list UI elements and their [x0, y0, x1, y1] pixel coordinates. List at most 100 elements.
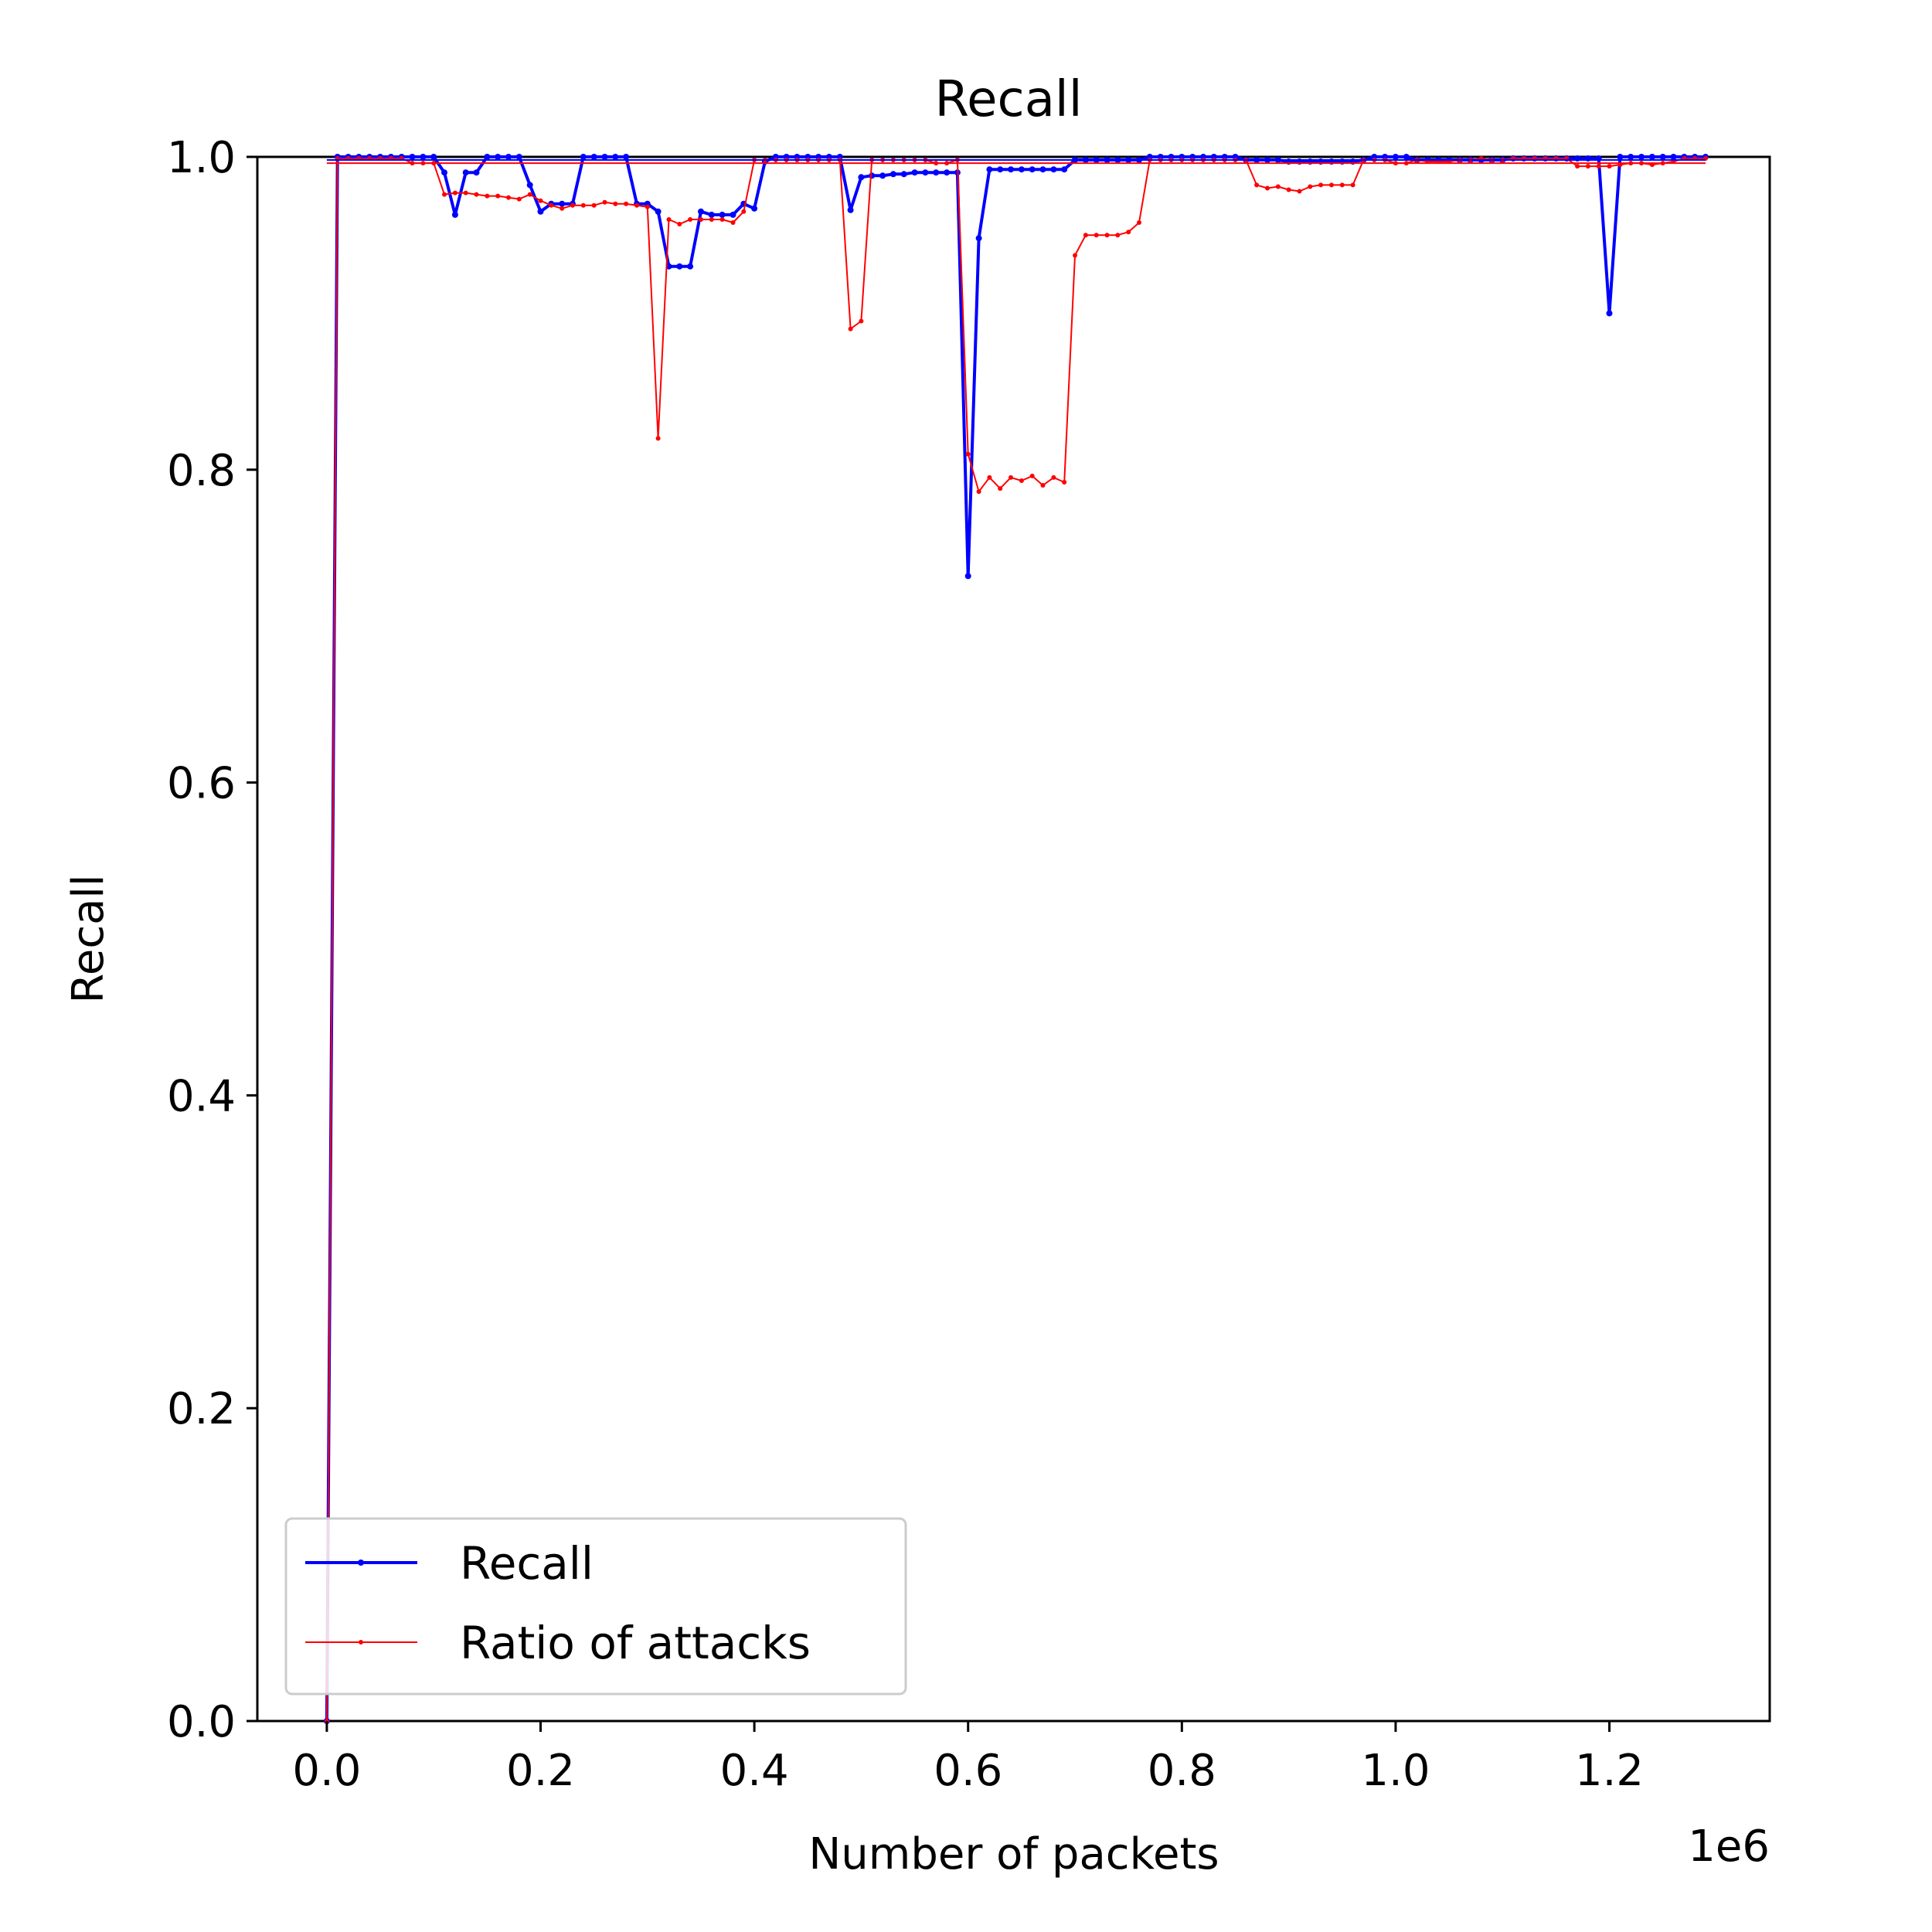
series-1-point [1040, 483, 1046, 488]
series-1-point [1019, 478, 1024, 483]
series-1-point [634, 202, 639, 208]
series-0-point [869, 172, 876, 179]
series-1-point [1297, 189, 1302, 194]
series-1-point [1126, 230, 1131, 235]
reference-lines [326, 159, 1706, 165]
series-1-point [1308, 184, 1313, 189]
series-1-point [1094, 233, 1099, 238]
legend-box [284, 1517, 907, 1696]
series-1-point [1029, 473, 1035, 478]
series-1-point [730, 220, 736, 225]
y-axis-label: Recall [63, 874, 114, 1003]
y-tick-label: 0.4 [167, 1071, 236, 1121]
series-1-point [1062, 480, 1067, 485]
series-1-point [848, 326, 853, 332]
series-1-point [976, 489, 981, 495]
x-tick-label: 0.6 [934, 1746, 1002, 1796]
legend-label-ratio: Ratio of attacks [460, 1617, 811, 1669]
series-0-point [590, 154, 597, 160]
series-0-point [922, 169, 929, 176]
series-0-point [495, 154, 502, 160]
x-tick-label: 0.0 [292, 1746, 361, 1796]
series-0-point [526, 182, 533, 189]
series-1-point [570, 202, 575, 208]
series-1-point [452, 190, 457, 196]
x-axis-offset-label: 1e6 [1688, 1821, 1770, 1872]
series-1-point [527, 192, 532, 197]
series-1-point [624, 201, 629, 206]
series-1-point [1286, 187, 1291, 192]
series-0-point [879, 172, 886, 179]
y-tick-label: 0.8 [167, 446, 236, 496]
series-1-point [1575, 164, 1580, 169]
series-line-1 [325, 158, 1706, 1722]
series-1-point [1585, 164, 1590, 169]
series-1-point [719, 217, 725, 222]
series-1-point [463, 190, 468, 196]
series-0-point [473, 169, 480, 176]
series-0-point [420, 154, 427, 160]
series-0-point [441, 169, 447, 176]
series-1-point [474, 192, 479, 197]
y-tick-label: 1.0 [167, 133, 236, 183]
x-tick-label: 0.2 [506, 1746, 575, 1796]
y-tick-label: 0.6 [167, 759, 236, 809]
series-0-point [986, 166, 993, 173]
chart-title: Recall [935, 71, 1083, 128]
series-0-point [515, 154, 522, 160]
series-0-point [1638, 154, 1645, 160]
series-1-point [699, 217, 703, 222]
series-0-point [623, 154, 630, 160]
legend-marker-ratio [359, 1640, 363, 1645]
series-1-point [1083, 233, 1088, 238]
series-0-point [698, 208, 704, 215]
series-0-point [1061, 166, 1068, 173]
series-1-point [1318, 182, 1324, 188]
series-1-point [506, 195, 511, 200]
series-0-point [1403, 154, 1410, 160]
series-1-point [538, 198, 543, 203]
series-0-point [1659, 154, 1666, 160]
series-0-point [1008, 166, 1014, 173]
series-0-point [451, 211, 458, 218]
series-1-point [645, 204, 650, 209]
series-1-point [1265, 185, 1270, 191]
series-1-point [1009, 474, 1013, 480]
axes-frame [256, 155, 1771, 1723]
x-tick-label: 0.4 [720, 1746, 789, 1796]
series-0-point [858, 174, 865, 181]
series-1-point [859, 318, 864, 324]
series-1-point [549, 202, 554, 208]
legend-label-recall: Recall [460, 1537, 594, 1590]
series-0-point [751, 205, 758, 212]
series-0-point [964, 573, 971, 580]
series-1-point [516, 196, 522, 202]
series-0-point [708, 211, 715, 218]
series-1-point [1275, 184, 1281, 189]
series-1-point [1104, 233, 1110, 238]
legend: Recall Ratio of attacks [284, 1517, 907, 1696]
series-0-point [933, 169, 940, 176]
series-0-point [655, 208, 662, 215]
series-1-point [688, 217, 693, 222]
series-1-point [1329, 182, 1334, 188]
series-0-point [730, 211, 736, 218]
series-0-point [1648, 154, 1655, 160]
series-1-point [560, 206, 565, 211]
series-0-point [911, 169, 918, 176]
y-tick-label: 0.2 [167, 1384, 236, 1434]
series-0-point [462, 169, 469, 176]
series-0-point [484, 154, 491, 160]
series-1-point [1254, 182, 1260, 188]
series-1-point [591, 202, 597, 208]
series-0-point [1029, 166, 1036, 173]
x-tick-label: 1.2 [1575, 1746, 1644, 1796]
series-0-point [601, 154, 608, 160]
series-1-point [1339, 182, 1345, 188]
series-1-point [998, 486, 1003, 492]
series-1-point [495, 193, 501, 199]
series-0-point [1628, 154, 1634, 160]
series-0-point [430, 154, 437, 160]
series-0-point [719, 211, 726, 218]
